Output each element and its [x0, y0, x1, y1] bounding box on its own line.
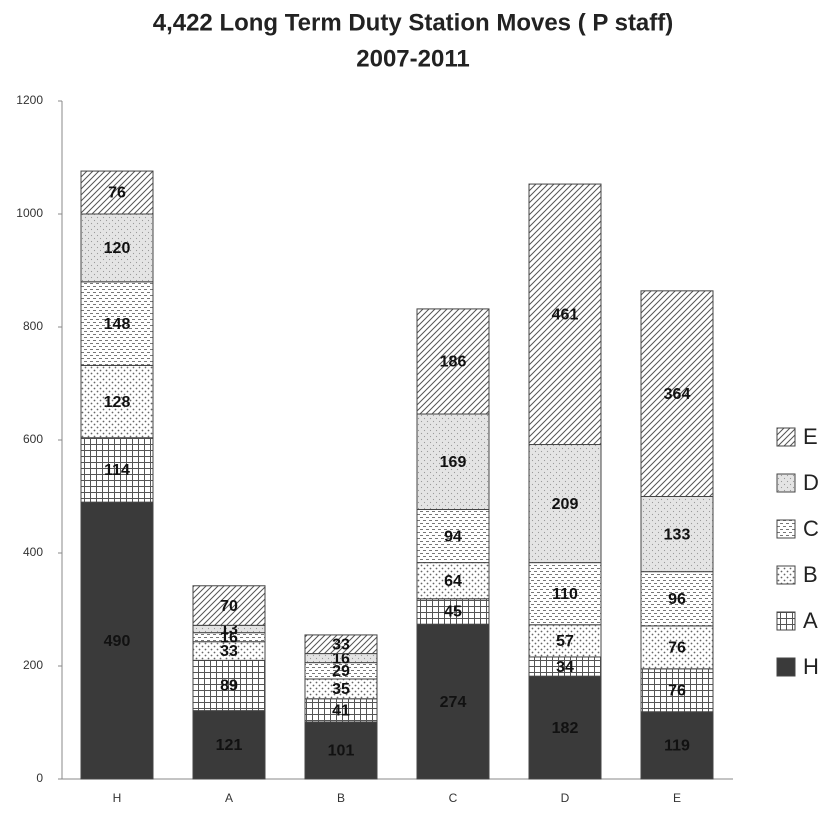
legend-label: A — [803, 608, 818, 633]
bar-segment — [528, 562, 602, 626]
data-label: 128 — [104, 394, 131, 411]
y-tick-label: 800 — [23, 319, 43, 333]
data-label: 33 — [332, 636, 350, 653]
data-label: 148 — [104, 316, 131, 333]
bar-segment — [80, 170, 154, 215]
bar-segment — [80, 437, 154, 503]
data-label: 121 — [216, 737, 243, 754]
x-tick-label: E — [673, 791, 681, 805]
data-label: 64 — [444, 573, 462, 590]
data-label: 45 — [444, 604, 462, 621]
y-tick-label: 600 — [23, 432, 43, 446]
data-label: 16 — [332, 650, 350, 667]
bar-segment — [416, 308, 490, 415]
bar-segment — [192, 585, 266, 626]
y-tick-label: 0 — [36, 771, 43, 785]
legend-swatch — [776, 657, 796, 677]
y-tick-label: 200 — [23, 658, 43, 672]
bar-segment — [640, 711, 714, 780]
bar-segment — [640, 668, 714, 713]
data-label: 209 — [552, 496, 579, 513]
data-label: 57 — [556, 633, 574, 650]
data-label: 186 — [440, 354, 467, 371]
x-tick-label: C — [449, 791, 458, 805]
bar-segment — [80, 281, 154, 366]
bar-segment — [416, 562, 490, 600]
legend-swatch — [776, 519, 796, 539]
bar-segment — [640, 496, 714, 573]
chart-subtitle: 2007-2011 — [356, 45, 469, 72]
data-label: 114 — [104, 462, 130, 479]
data-label: 120 — [104, 240, 131, 257]
data-label: 364 — [664, 386, 691, 403]
bar-segment — [80, 501, 154, 780]
data-label: 182 — [552, 720, 579, 737]
bar-segment — [640, 290, 714, 497]
data-label: 16 — [220, 629, 238, 646]
x-tick-label: A — [225, 791, 233, 805]
data-label: 76 — [668, 683, 686, 700]
data-label: 34 — [556, 659, 574, 676]
legend-label: D — [803, 470, 819, 495]
bar-segment — [416, 508, 490, 564]
y-tick-label: 400 — [23, 545, 43, 559]
data-label: 110 — [552, 586, 578, 603]
y-tick-label: 1200 — [16, 93, 43, 107]
legend-label: E — [803, 424, 818, 449]
bar-segment — [528, 675, 602, 780]
legend-swatch — [776, 473, 796, 493]
data-label: 461 — [552, 307, 579, 324]
bar-segment — [192, 659, 266, 712]
data-label: 76 — [668, 640, 686, 657]
bar-segment — [640, 571, 714, 627]
data-label: 274 — [440, 694, 467, 711]
bar-segment — [416, 623, 490, 780]
bar-segment — [640, 625, 714, 670]
data-label: 76 — [108, 185, 126, 202]
data-label: 490 — [104, 633, 131, 650]
bar-segment — [528, 183, 602, 446]
chart-title: 4,422 Long Term Duty Station Moves ( P s… — [153, 9, 674, 36]
bar-segment — [528, 444, 602, 564]
data-label: 70 — [220, 598, 238, 615]
x-tick-label: H — [113, 791, 122, 805]
y-tick-label: 1000 — [16, 206, 43, 220]
legend-label: C — [803, 516, 819, 541]
legend-swatch — [776, 427, 796, 447]
bar-segment — [528, 624, 602, 658]
data-label: 133 — [664, 526, 691, 543]
data-label: 33 — [220, 643, 238, 660]
legend-label: H — [803, 654, 819, 679]
legend-swatch — [776, 611, 796, 631]
data-label: 41 — [332, 703, 350, 720]
data-label: 89 — [220, 678, 238, 695]
bar-segment — [80, 364, 154, 439]
data-label: 119 — [664, 738, 690, 755]
data-label: 169 — [440, 454, 467, 471]
bar-segment — [304, 634, 378, 655]
data-label: 29 — [332, 663, 350, 680]
data-label: 94 — [444, 528, 462, 545]
x-tick-label: D — [561, 791, 570, 805]
x-tick-label: B — [337, 791, 345, 805]
data-label: 101 — [328, 743, 355, 760]
bar-segment — [80, 213, 154, 283]
data-label: 96 — [668, 591, 686, 608]
bar-segment — [416, 413, 490, 510]
bar-segment — [304, 721, 378, 780]
data-label: 35 — [332, 681, 350, 698]
legend-label: B — [803, 562, 818, 587]
legend-swatch — [776, 565, 796, 585]
